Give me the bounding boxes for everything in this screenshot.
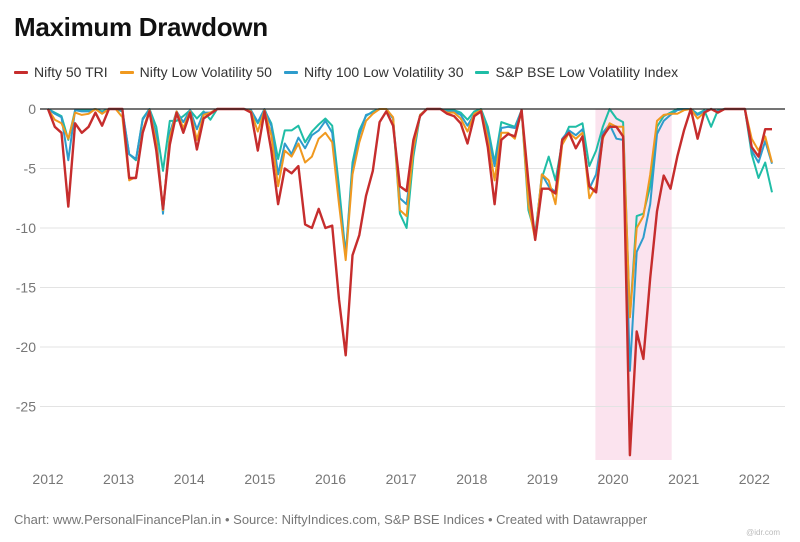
y-tick-label: -20 <box>16 339 36 355</box>
chart-title: Maximum Drawdown <box>14 12 268 42</box>
y-tick-label: -15 <box>16 279 36 295</box>
legend-item-nifty-low-volatility-50: Nifty Low Volatility 50 <box>119 64 272 80</box>
legend-swatch-bse-low-volatility-index <box>475 70 490 74</box>
legend-label-nifty-50-tri: Nifty 50 TRI <box>34 64 108 80</box>
y-tick-label: -5 <box>24 160 37 176</box>
legend-label-nifty-100-low-volatility-30: Nifty 100 Low Volatility 30 <box>303 64 464 80</box>
legend-item-nifty-100-low-volatility-30: Nifty 100 Low Volatility 30 <box>283 64 464 80</box>
x-tick-label: 2020 <box>597 471 628 487</box>
y-tick-label: -25 <box>16 398 36 414</box>
legend-item-bse-low-volatility-index: S&P BSE Low Volatility Index <box>475 64 678 80</box>
x-tick-label: 2019 <box>527 471 558 487</box>
series-line-nifty-50-tri <box>46 107 772 457</box>
x-tick-labels: 2012 2013 2014 2015 2016 2017 2018 2019 2020 2021… <box>32 471 770 487</box>
y-tick-label: 0 <box>28 101 36 117</box>
legend-swatch-nifty-100-low-volatility-30 <box>283 70 298 74</box>
x-tick-label: 2016 <box>315 471 346 487</box>
y-tick-labels: 0 -5 -10 -15 -20 -25 <box>16 101 36 414</box>
series-lines <box>46 107 773 457</box>
chart-plot: 0 -5 -10 -15 -20 -25 2012 2013 2014 2015 2016 2017… <box>16 101 785 487</box>
gridlines <box>40 167 785 407</box>
x-tick-label: 2012 <box>32 471 63 487</box>
legend-item-nifty-50-tri: Nifty 50 TRI <box>14 64 108 80</box>
legend-swatch-nifty-50-tri <box>14 70 28 74</box>
legend: Nifty 50 TRI Nifty Low Volatility 50 Nif… <box>14 64 678 80</box>
legend-label-bse-low-volatility-index: S&P BSE Low Volatility Index <box>495 64 679 80</box>
x-tick-label: 2018 <box>456 471 487 487</box>
legend-swatch-nifty-low-volatility-50 <box>119 70 134 74</box>
x-tick-label: 2021 <box>668 471 699 487</box>
watermark: @idr.com <box>746 528 780 537</box>
series-line-s-p-bse-low-volatility-index <box>47 108 773 319</box>
x-tick-label: 2017 <box>386 471 417 487</box>
x-tick-label: 2013 <box>103 471 134 487</box>
x-tick-label: 2014 <box>174 471 205 487</box>
x-tick-label: 2015 <box>244 471 275 487</box>
y-tick-label: -10 <box>16 220 36 236</box>
x-tick-label: 2022 <box>739 471 770 487</box>
chart-footer: Chart: www.PersonalFinancePlan.in • Sour… <box>14 512 648 527</box>
legend-label-nifty-low-volatility-50: Nifty Low Volatility 50 <box>139 64 272 80</box>
